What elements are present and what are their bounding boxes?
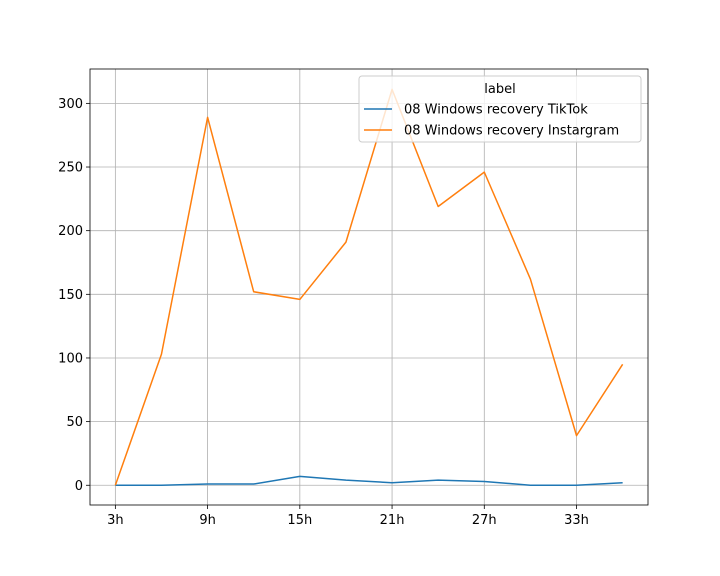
y-tick-label: 200 bbox=[58, 224, 83, 239]
legend-entry-2: 08 Windows recovery Instargram bbox=[404, 124, 619, 139]
series-line-2 bbox=[114, 88, 624, 486]
y-tick-label: 150 bbox=[58, 288, 83, 303]
legend: label 08 Windows recovery TikTok 08 Window… bbox=[358, 75, 642, 143]
legend-entry-1: 08 Windows recovery TikTok bbox=[404, 103, 588, 118]
plot-frame bbox=[89, 68, 649, 506]
y-tick-label: 50 bbox=[66, 415, 83, 430]
axis-ticks: 3h 9h 15h 21h 27h 33h 0 50 100 150 200 250 300 bbox=[58, 97, 589, 528]
x-tick-label: 33h bbox=[564, 513, 589, 528]
y-tick-label: 250 bbox=[58, 161, 83, 176]
series-lines bbox=[114, 88, 624, 487]
y-tick-label: 0 bbox=[75, 479, 83, 494]
y-tick-label: 100 bbox=[58, 351, 83, 366]
legend-title: label bbox=[484, 82, 515, 97]
x-tick-label: 15h bbox=[287, 513, 312, 528]
legend-box bbox=[358, 75, 642, 143]
grid-lines bbox=[90, 69, 648, 505]
x-tick-label: 21h bbox=[380, 513, 405, 528]
series-line-1 bbox=[115, 475, 623, 487]
x-tick-label: 3h bbox=[107, 513, 124, 528]
x-tick-label: 9h bbox=[199, 513, 216, 528]
x-tick-label: 27h bbox=[472, 513, 497, 528]
y-tick-label: 300 bbox=[58, 97, 83, 112]
